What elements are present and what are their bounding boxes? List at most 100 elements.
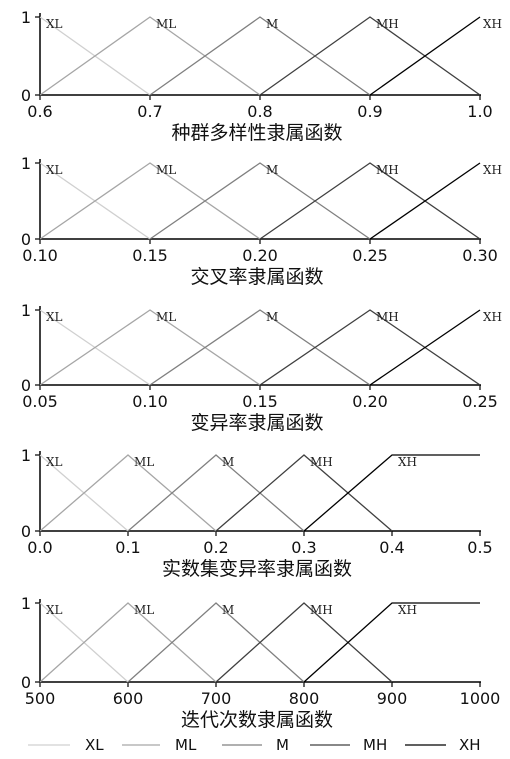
series-label-ml: ML	[156, 310, 176, 324]
series-line-ml	[39, 602, 217, 683]
series-line-mh	[215, 602, 393, 683]
series-line-mh	[259, 16, 481, 96]
series-label-xl: XL	[46, 455, 63, 469]
legend-label: XH	[459, 736, 481, 754]
series-label-xh: XH	[398, 603, 417, 617]
y-tick-label: 1	[21, 301, 31, 320]
legend-label: ML	[175, 736, 197, 754]
series-label-xl: XL	[46, 163, 63, 177]
x-tick-label: 0.1	[115, 538, 140, 557]
y-tick-label: 1	[21, 8, 31, 27]
x-tick-label: 900	[377, 689, 408, 708]
series-label-ml: ML	[134, 455, 154, 469]
chart-panel-3: 0 1 0.05 0.10 0.15 0.20 0.25 变异率隶属函数 XL ML M MH XH	[21, 301, 502, 434]
series-line-m	[127, 454, 305, 532]
x-tick-label: 0.25	[352, 246, 388, 265]
x-tick-label: 0.20	[242, 246, 278, 265]
x-tick-label: 0.10	[132, 392, 168, 411]
series-label-mh: MH	[376, 310, 399, 324]
series-label-m: M	[222, 603, 234, 617]
x-tick-label: 700	[201, 689, 232, 708]
x-tick-label: 0.6	[27, 102, 52, 121]
chart-panel-2: 0 1 0.10 0.15 0.20 0.25 0.30 交叉率隶属函数 XL ML M MH XH	[21, 154, 502, 288]
legend-label: XL	[85, 736, 104, 754]
series-line-m	[149, 309, 371, 386]
x-tick-label: 0.25	[462, 392, 498, 411]
legend-label: MH	[363, 736, 387, 754]
legend-item-ml: ML	[122, 736, 197, 754]
x-tick-label: 0.15	[132, 246, 168, 265]
x-tick-label: 0.05	[22, 392, 58, 411]
y-tick-label: 1	[21, 446, 31, 465]
x-axis-title: 交叉率隶属函数	[190, 266, 323, 288]
chart-panel-1: 0 1 0.6 0.7 0.8 0.9 1.0 种群多样性隶属函数 XL ML M MH XH	[21, 8, 502, 144]
series-label-xh: XH	[483, 163, 502, 177]
series-label-mh: MH	[310, 603, 333, 617]
x-tick-label: 800	[289, 689, 320, 708]
y-tick-label: 1	[21, 154, 31, 173]
series-label-ml: ML	[156, 17, 176, 31]
x-axis-title: 变异率隶属函数	[190, 412, 323, 434]
series-line-ml	[39, 309, 261, 386]
x-tick-label: 600	[113, 689, 144, 708]
series-label-m: M	[222, 455, 234, 469]
legend-label: M	[276, 736, 289, 754]
legend-item-m: M	[222, 736, 289, 754]
series-line-xh	[369, 162, 481, 240]
x-tick-label: 0.20	[352, 392, 388, 411]
series-line-mh	[215, 454, 393, 532]
series-label-xl: XL	[46, 603, 63, 617]
x-axis-title: 种群多样性隶属函数	[171, 122, 342, 144]
series-line-m	[149, 16, 371, 96]
chart-panel-5: 0 1 500 600 700 800 900 1000 迭代次数隶属函数 XL ML M MH XH	[21, 594, 501, 731]
series-label-mh: MH	[376, 17, 399, 31]
x-tick-label: 0.10	[22, 246, 58, 265]
x-tick-label: 1.0	[467, 102, 492, 121]
series-label-m: M	[266, 310, 278, 324]
series-line-m	[149, 162, 371, 240]
series-label-mh: MH	[376, 163, 399, 177]
y-tick-label: 0	[21, 230, 31, 249]
series-label-ml: ML	[156, 163, 176, 177]
x-tick-label: 1000	[460, 689, 501, 708]
x-tick-label: 0.9	[357, 102, 382, 121]
series-label-xl: XL	[46, 310, 63, 324]
legend-item-xl: XL	[28, 736, 104, 754]
series-label-xl: XL	[46, 17, 63, 31]
y-tick-label: 0	[21, 522, 31, 541]
series-label-m: M	[266, 17, 278, 31]
x-tick-label: 0.7	[137, 102, 162, 121]
x-tick-label: 0.3	[291, 538, 316, 557]
x-tick-label: 0.2	[203, 538, 228, 557]
y-tick-label: 0	[21, 376, 31, 395]
legend-item-xh: XH	[405, 736, 481, 754]
y-tick-label: 0	[21, 86, 31, 105]
series-line-mh	[259, 309, 481, 386]
series-label-mh: MH	[310, 455, 333, 469]
series-line-xh	[369, 16, 481, 96]
legend-item-mh: MH	[310, 736, 387, 754]
x-tick-label: 0.15	[242, 392, 278, 411]
x-tick-label: 0.0	[27, 538, 52, 557]
series-label-xh: XH	[483, 310, 502, 324]
series-line-xh	[303, 454, 480, 532]
x-tick-label: 0.5	[467, 538, 492, 557]
x-axis-title: 实数集变异率隶属函数	[162, 558, 352, 580]
chart-panel-4: 0 1 0.0 0.1 0.2 0.3 0.4 0.5 实数集变异率隶属函数 XL ML M MH XH	[21, 446, 493, 580]
y-tick-label: 1	[21, 594, 31, 613]
x-tick-label: 500	[25, 689, 56, 708]
x-axis-title: 迭代次数隶属函数	[181, 709, 333, 731]
series-line-mh	[259, 162, 481, 240]
series-label-m: M	[266, 163, 278, 177]
x-tick-label: 0.30	[462, 246, 498, 265]
series-line-ml	[39, 162, 261, 240]
series-line-ml	[39, 16, 261, 96]
series-label-ml: ML	[134, 603, 154, 617]
x-tick-label: 0.8	[247, 102, 272, 121]
x-tick-label: 0.4	[379, 538, 404, 557]
legend: XL ML M MH XH	[28, 736, 481, 754]
series-line-xh	[303, 602, 480, 683]
series-label-xh: XH	[483, 17, 502, 31]
series-line-m	[127, 602, 305, 683]
